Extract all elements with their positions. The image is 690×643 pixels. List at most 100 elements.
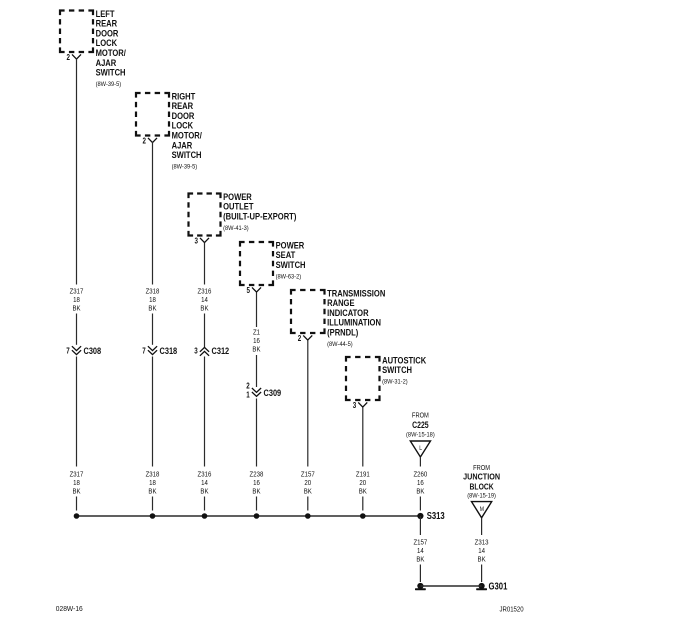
svg-text:JUNCTION: JUNCTION (463, 472, 500, 482)
svg-text:1: 1 (246, 392, 250, 400)
svg-text:Z318: Z318 (146, 288, 160, 296)
svg-text:BK: BK (148, 305, 156, 313)
svg-text:AJAR: AJAR (172, 139, 193, 150)
svg-text:18: 18 (149, 479, 156, 487)
svg-text:SWITCH: SWITCH (96, 67, 126, 78)
svg-text:C318: C318 (160, 345, 178, 356)
svg-text:14: 14 (478, 548, 485, 556)
svg-text:POWER: POWER (223, 191, 252, 202)
svg-text:TRANSMISSION: TRANSMISSION (327, 287, 385, 298)
svg-text:RANGE: RANGE (327, 297, 355, 308)
svg-text:SEAT: SEAT (276, 249, 296, 260)
svg-text:C308: C308 (83, 345, 101, 356)
svg-text:AUTOSTICK: AUTOSTICK (382, 354, 427, 365)
svg-text:BK: BK (200, 305, 208, 313)
svg-text:BK: BK (416, 488, 424, 496)
svg-text:REAR: REAR (96, 18, 118, 29)
svg-text:(8W-41-3): (8W-41-3) (223, 224, 249, 232)
svg-text:C309: C309 (263, 387, 281, 398)
svg-text:REAR: REAR (172, 100, 194, 111)
svg-text:DOOR: DOOR (96, 28, 119, 39)
svg-text:20: 20 (359, 479, 366, 487)
svg-text:Z238: Z238 (250, 471, 264, 479)
svg-text:3: 3 (194, 348, 198, 356)
svg-text:Z191: Z191 (356, 471, 370, 479)
svg-text:G301: G301 (488, 580, 507, 591)
svg-text:BK: BK (72, 488, 80, 496)
svg-text:Z157: Z157 (301, 471, 315, 479)
svg-text:Z316: Z316 (198, 471, 212, 479)
svg-text:AJAR: AJAR (96, 57, 117, 68)
svg-text:S313: S313 (427, 510, 445, 521)
svg-text:Z317: Z317 (70, 471, 84, 479)
svg-text:(8W-15-18): (8W-15-18) (406, 431, 435, 439)
svg-text:(8W-15-19): (8W-15-19) (467, 492, 496, 500)
svg-text:18: 18 (73, 479, 80, 487)
svg-text:BK: BK (72, 305, 80, 313)
svg-text:BLOCK: BLOCK (470, 482, 494, 492)
svg-text:SWITCH: SWITCH (382, 364, 412, 375)
svg-text:C312: C312 (211, 345, 229, 356)
svg-text:16: 16 (253, 479, 260, 487)
svg-text:(8W-44-5): (8W-44-5) (327, 340, 353, 348)
svg-text:LOCK: LOCK (172, 120, 194, 131)
svg-text:Z317: Z317 (70, 288, 84, 296)
svg-text:3: 3 (353, 403, 357, 411)
svg-text:Z1: Z1 (253, 329, 260, 337)
svg-text:Z260: Z260 (413, 471, 427, 479)
svg-text:OUTLET: OUTLET (223, 201, 254, 212)
svg-text:BK: BK (359, 488, 367, 496)
svg-text:M: M (480, 506, 484, 513)
svg-text:LEFT: LEFT (96, 8, 116, 19)
svg-text:DOOR: DOOR (172, 110, 195, 121)
svg-text:BK: BK (200, 488, 208, 496)
svg-text:POWER: POWER (276, 239, 305, 250)
svg-text:18: 18 (149, 296, 156, 304)
svg-text:028W-16: 028W-16 (56, 604, 83, 612)
svg-text:Z157: Z157 (413, 539, 427, 547)
svg-text:2: 2 (143, 138, 147, 146)
svg-text:14: 14 (201, 479, 208, 487)
svg-text:BK: BK (304, 488, 312, 496)
svg-text:MOTOR/: MOTOR/ (96, 47, 127, 58)
svg-text:16: 16 (253, 337, 260, 345)
svg-text:FROM: FROM (412, 412, 429, 420)
svg-text:(8W-63-2): (8W-63-2) (276, 273, 302, 281)
svg-text:FROM: FROM (473, 465, 490, 473)
svg-text:(PRNDL): (PRNDL) (327, 327, 358, 338)
svg-text:3: 3 (195, 238, 199, 246)
svg-text:5: 5 (247, 288, 251, 296)
svg-text:BK: BK (148, 488, 156, 496)
svg-text:7: 7 (66, 348, 70, 356)
svg-text:(8W-39-5): (8W-39-5) (96, 81, 122, 89)
svg-text:C225: C225 (412, 420, 429, 430)
svg-text:14: 14 (201, 296, 208, 304)
svg-text:14: 14 (417, 548, 424, 556)
svg-text:BK: BK (252, 488, 260, 496)
svg-text:18: 18 (73, 296, 80, 304)
svg-text:BK: BK (478, 556, 486, 564)
svg-text:2: 2 (67, 55, 71, 63)
svg-text:Z318: Z318 (146, 471, 160, 479)
svg-text:MOTOR/: MOTOR/ (172, 130, 203, 141)
svg-text:LOCK: LOCK (96, 37, 118, 48)
svg-text:BK: BK (252, 346, 260, 354)
svg-text:SWITCH: SWITCH (172, 149, 202, 160)
svg-text:RIGHT: RIGHT (172, 90, 196, 101)
svg-text:Z316: Z316 (198, 288, 212, 296)
svg-text:INDICATOR: INDICATOR (327, 307, 369, 318)
svg-text:(BUILT-UP-EXPORT): (BUILT-UP-EXPORT) (223, 211, 296, 222)
svg-text:2: 2 (246, 383, 250, 391)
svg-text:16: 16 (417, 479, 424, 487)
svg-text:ILLUMINATION: ILLUMINATION (327, 317, 381, 328)
svg-text:2: 2 (298, 336, 302, 344)
svg-text:L: L (419, 446, 423, 453)
svg-text:(8W-39-5): (8W-39-5) (172, 163, 198, 171)
svg-text:20: 20 (304, 479, 311, 487)
svg-text:SWITCH: SWITCH (276, 259, 306, 270)
svg-text:(8W-31-2): (8W-31-2) (382, 378, 408, 386)
svg-text:Z313: Z313 (475, 539, 489, 547)
svg-text:7: 7 (142, 348, 146, 356)
svg-text:BK: BK (416, 556, 424, 564)
svg-text:JR01520: JR01520 (499, 606, 523, 614)
